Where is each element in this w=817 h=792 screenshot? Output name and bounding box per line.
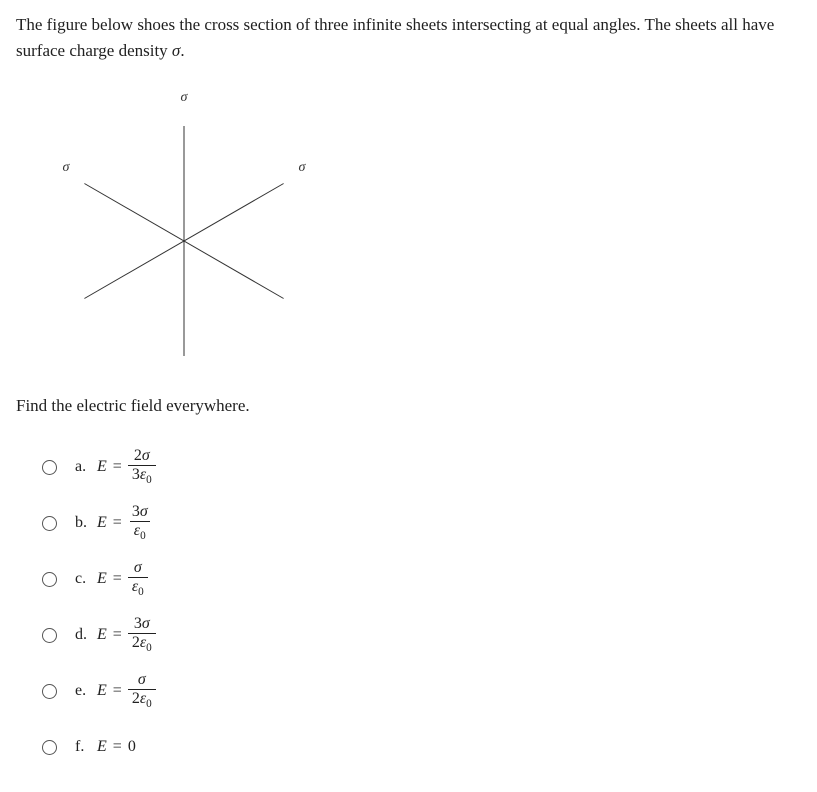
equals-sign: = <box>113 514 122 532</box>
fraction-numerator: 3σ <box>130 615 154 633</box>
equals-sign: = <box>113 626 122 644</box>
option-expression: E = 3σ2ε0 <box>97 615 156 654</box>
expr-lhs: E <box>97 514 107 532</box>
question-text-part2: . <box>180 41 184 60</box>
option-letter: a. <box>75 458 97 476</box>
option-row[interactable]: e.E = σ2ε0 <box>42 668 801 714</box>
option-expression: E = 0 <box>97 738 136 756</box>
fraction-numerator: 3σ <box>128 503 152 521</box>
option-expression: E = 3σε0 <box>97 503 152 542</box>
expr-lhs: E <box>97 570 107 588</box>
option-row[interactable]: c.E = σε0 <box>42 556 801 602</box>
question-text: The figure below shoes the cross section… <box>16 12 801 63</box>
question-text-part1: The figure below shoes the cross section… <box>16 15 774 60</box>
option-row[interactable]: d.E = 3σ2ε0 <box>42 612 801 658</box>
radio-button[interactable] <box>42 684 57 699</box>
option-expression: E = σ2ε0 <box>97 671 156 710</box>
radio-button[interactable] <box>42 740 57 755</box>
option-expression: E = σε0 <box>97 559 148 598</box>
option-letter: d. <box>75 626 97 644</box>
equals-sign: = <box>113 738 122 756</box>
sigma-label: σ <box>181 90 189 105</box>
expr-lhs: E <box>97 738 107 756</box>
fraction-numerator: σ <box>130 559 146 577</box>
equals-sign: = <box>113 682 122 700</box>
option-letter: e. <box>75 682 97 700</box>
options-group: a.E=2σ3ε0b.E=3σε0c.E=σε0d.E=3σ2ε0e.E=σ2ε… <box>42 444 801 770</box>
fraction-denominator: ε0 <box>128 577 148 599</box>
expr-lhs: E <box>97 626 107 644</box>
sheets-diagram: σ σ σ <box>54 71 324 371</box>
radio-button[interactable] <box>42 460 57 475</box>
fraction-denominator: 2ε0 <box>128 633 156 655</box>
radio-button[interactable] <box>42 572 57 587</box>
radio-button[interactable] <box>42 516 57 531</box>
option-letter: b. <box>75 514 97 532</box>
fraction-denominator: ε0 <box>130 521 150 543</box>
option-expression: E = 2σ3ε0 <box>97 447 156 486</box>
option-letter: c. <box>75 570 97 588</box>
radio-button[interactable] <box>42 628 57 643</box>
equals-sign: = <box>113 458 122 476</box>
option-row[interactable]: a.E = 2σ3ε0 <box>42 444 801 490</box>
fraction-numerator: σ <box>134 671 150 689</box>
fraction: σ2ε0 <box>128 671 156 710</box>
fraction: 3σε0 <box>128 503 152 542</box>
fraction-denominator: 2ε0 <box>128 689 156 711</box>
expr-lhs: E <box>97 458 107 476</box>
sigma-label: σ <box>299 160 307 175</box>
option-row[interactable]: b.E = 3σε0 <box>42 500 801 546</box>
fraction: 3σ2ε0 <box>128 615 156 654</box>
instruction-text: Find the electric field everywhere. <box>16 396 801 416</box>
fraction: σε0 <box>128 559 148 598</box>
fraction-denominator: 3ε0 <box>128 465 156 487</box>
fraction-numerator: 2σ <box>130 447 154 465</box>
figure: σ σ σ <box>54 71 801 376</box>
expr-rhs-plain: 0 <box>128 738 136 756</box>
fraction: 2σ3ε0 <box>128 447 156 486</box>
option-row[interactable]: f.E = 0 <box>42 724 801 770</box>
equals-sign: = <box>113 570 122 588</box>
sigma-label: σ <box>63 160 71 175</box>
option-letter: f. <box>75 738 97 756</box>
expr-lhs: E <box>97 682 107 700</box>
